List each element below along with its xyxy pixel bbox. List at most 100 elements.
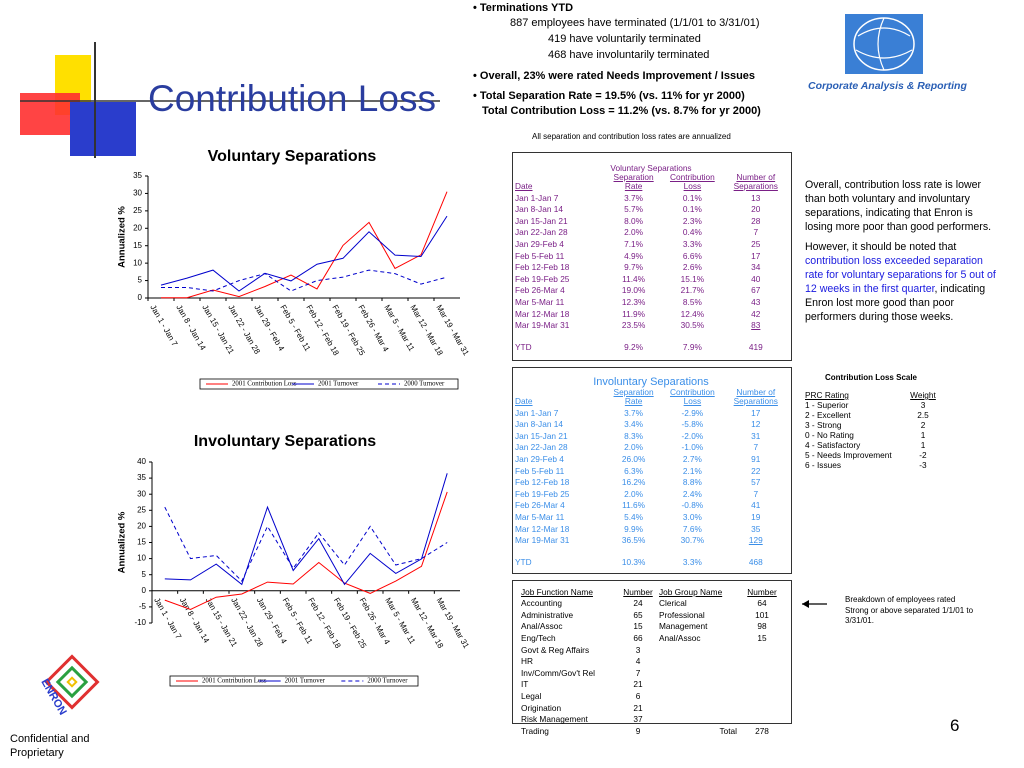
cell: 10.3% [621,556,646,567]
cell: 66 [633,632,643,643]
cell: Jan 8-Jan 14 [515,204,563,215]
text: However, it should be noted that [805,241,957,253]
cell: 3 [920,400,926,410]
cell: 2.3% [682,215,702,226]
cell: 19 [751,511,761,522]
cell: 3.0% [682,511,702,522]
cell: 21.7% [680,285,705,296]
cell: 19.0% [621,285,646,296]
job-table: Job Function Name Number Job Group Name Num… [512,580,792,736]
cell: 101 [755,609,769,620]
column-header: Contribution Loss [669,387,715,406]
row: Jan 1-Jan 7 3.7% -2.9% 17 [513,406,789,418]
cell: 34 [751,262,761,273]
cell: 1 [920,430,926,440]
cell: 98 [757,621,767,632]
row: Origination 21 [519,701,785,713]
row: Mar 12-Mar 18 9.9% 7.6% 35 [513,522,789,534]
logo-text: Corporate Analysis & Reporting [808,80,967,92]
cell: Mar 19-Mar 31 [515,320,570,331]
header-row: Date Separation Rate Contribution Loss Numb… [513,388,789,406]
cell: 67 [751,285,761,296]
legend-label: 2001 Contribution Loss [202,678,267,685]
summary-heading: • Terminations YTD [473,2,574,14]
cell: 7.6% [682,523,702,534]
cell: 419 [748,341,763,352]
enron-text: ENRON [38,677,68,717]
text: , indicating Enron lost more good than p… [805,283,986,323]
row: Inv/Comm/Gov't Rel 7 [519,666,785,678]
cell: 30.7% [680,535,705,546]
note: All separation and contribution loss rat… [532,132,731,141]
y-tick-label: 5 [138,276,143,285]
cell: 4.9% [624,250,644,261]
cell: 7 [753,442,759,453]
row: Trading 9 Total 278 [519,724,785,736]
cell: 20 [751,204,761,215]
cell: 7.1% [624,238,644,249]
cell: -0.8% [681,500,704,511]
cell: -2 [919,450,927,460]
cell: 65 [633,609,643,620]
y-tick-label: 40 [137,457,146,466]
column-header: Separation Rate [613,172,654,191]
cell: 9.9% [624,523,644,534]
y-tick-label: 5 [142,570,147,579]
series-line [164,506,448,582]
row: Feb 12-Feb 18 16.2% 8.8% 57 [513,476,789,487]
page-number: 6 [950,716,960,735]
cell: 9 [635,725,641,736]
header-row: Date Separation Rate Contribution Loss Numb… [513,173,789,191]
row: Jan 15-Jan 21 8.3% -2.0% 31 [513,429,789,441]
scale-table: Contribution Loss Scale PRC Rating Weight 1… [803,373,943,470]
cell: Trading [521,725,549,736]
row: Administrative 65 Professional 101 [519,608,785,620]
row: Feb 5-Feb 11 4.9% 6.6% 17 [513,249,789,261]
row: Feb 5-Feb 11 6.3% 2.1% 22 [513,464,789,476]
cell: 3 - Strong [805,420,842,430]
y-tick-label: 15 [133,241,142,250]
cell: 6 [635,690,641,701]
column-header: Number of Separations [733,387,778,406]
cell: 0.1% [682,204,702,215]
cell: Jan 22-Jan 28 [515,442,568,453]
y-tick-label: 25 [133,206,142,215]
cell: 12.3% [621,296,646,307]
cell: Jan 29-Feb 4 [515,453,564,464]
cell: 8.5% [682,296,702,307]
cell: 12 [751,419,761,430]
column-header: Date [515,181,533,191]
column-header: Date [515,396,533,406]
row: Mar 5-Mar 11 12.3% 8.5% 43 [513,295,789,307]
series-line [164,491,448,611]
cell: 13 [751,192,761,203]
cell: HR [521,656,533,667]
row: 2 - Excellent 2.5 [803,410,943,420]
row: Anal/Assoc 15 Management 98 [519,620,785,632]
cell: 1 [920,440,926,450]
summary-bullet: • Total Separation Rate = 19.5% (vs. 11%… [473,90,745,102]
involuntary-table: Involuntary Separations Date Separation Ra… [512,367,792,574]
cell: 91 [751,453,761,464]
cell: Anal/Assoc [521,621,563,632]
cell: 11.4% [622,273,646,284]
cell: 43 [751,296,761,307]
cell: Mar 12-Mar 18 [515,308,570,319]
cell: 129 [748,535,763,546]
title-row: Involuntary Separations [513,372,789,388]
column-header: Number of Separations [733,172,778,191]
legend [199,378,459,390]
cell: -1.0% [681,442,704,453]
cell: 15 [633,621,643,632]
cell: 6.6% [682,250,702,261]
cell: 2.0% [624,442,644,453]
column-header: Job Group Name [659,586,723,597]
cell: -3 [919,460,927,470]
row: 6 - Issues -3 [803,460,943,470]
cell: 5 - Needs Improvement [805,450,892,460]
cell: Risk Management [521,714,588,725]
cell: 0.4% [682,227,702,238]
row: Govt & Reg Affairs 3 [519,643,785,655]
cell: Jan 22-Jan 28 [515,227,568,238]
row: Feb 19-Feb 25 11.4% 15.1% 40 [513,272,789,284]
